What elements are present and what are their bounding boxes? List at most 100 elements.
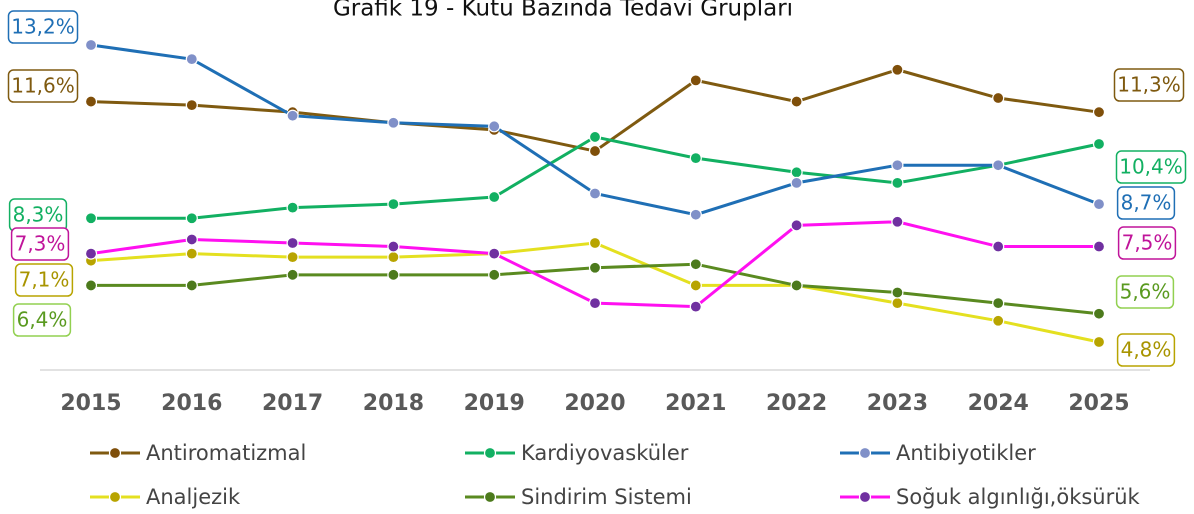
data-point xyxy=(286,236,299,250)
data-point xyxy=(992,159,1005,172)
data-point xyxy=(387,251,400,264)
data-point xyxy=(488,247,501,260)
data-label: 4,8% xyxy=(1121,338,1172,362)
legend-marker xyxy=(858,446,872,460)
data-point xyxy=(992,240,1005,253)
data-point xyxy=(588,236,602,250)
data-label-box xyxy=(1115,150,1187,184)
data-point xyxy=(286,109,299,122)
data-label-box xyxy=(1116,333,1176,367)
data-point xyxy=(588,297,602,310)
data-point xyxy=(84,279,98,292)
data-point xyxy=(1092,335,1106,349)
legend-label: Antiromatizmal xyxy=(146,441,306,465)
legend-label: Antibiyotikler xyxy=(896,441,1036,465)
data-label-box xyxy=(12,303,72,337)
data-label: 8,7% xyxy=(1121,191,1172,215)
data-point xyxy=(1092,198,1106,211)
legend-label: Analjezik xyxy=(146,485,241,509)
data-point xyxy=(588,144,602,158)
data-point xyxy=(790,166,803,179)
data-point xyxy=(84,212,98,225)
x-tick-label: 2024 xyxy=(968,391,1029,416)
data-label-box xyxy=(1113,68,1185,102)
data-point xyxy=(84,247,98,260)
data-point xyxy=(488,268,501,281)
legend-marker xyxy=(858,490,872,504)
x-tick-label: 2022 xyxy=(766,391,827,416)
data-point xyxy=(387,198,400,211)
data-point xyxy=(84,95,98,108)
data-point xyxy=(992,91,1005,105)
data-point xyxy=(1092,137,1106,151)
data-point xyxy=(689,300,702,313)
data-label-box xyxy=(14,263,74,297)
data-label: 7,3% xyxy=(15,232,66,256)
data-point xyxy=(689,279,702,292)
data-point xyxy=(588,261,602,274)
x-tick-label: 2023 xyxy=(867,391,928,416)
data-label-box xyxy=(7,69,79,103)
data-point xyxy=(891,63,904,76)
data-point xyxy=(891,297,904,310)
data-label: 11,3% xyxy=(1117,73,1181,97)
data-point xyxy=(689,74,702,87)
legend-label: Soğuk algınlığı,öksürük xyxy=(896,485,1141,509)
data-point xyxy=(1092,307,1106,320)
data-label: 11,6% xyxy=(11,74,75,98)
chart-title: Grafik 19 - Kutu Bazında Tedavi Grupları xyxy=(333,0,793,22)
data-point xyxy=(387,240,400,253)
x-tick-label: 2018 xyxy=(363,391,424,416)
data-label-box xyxy=(1115,275,1175,309)
data-point xyxy=(185,53,198,66)
data-label-box xyxy=(1117,226,1177,260)
legend-label: Sindirim Sistemi xyxy=(521,485,692,509)
data-point xyxy=(891,176,904,189)
legend-label: Kardiyovasküler xyxy=(521,441,689,465)
data-label-box xyxy=(7,10,79,44)
x-tick-label: 2016 xyxy=(161,391,222,416)
data-point xyxy=(689,152,702,165)
data-label: 10,4% xyxy=(1119,155,1183,179)
data-point xyxy=(286,268,299,281)
data-point xyxy=(1092,106,1106,119)
data-label: 6,4% xyxy=(17,308,68,332)
data-point xyxy=(286,251,299,264)
data-point xyxy=(891,286,904,299)
data-point xyxy=(790,279,803,292)
x-tick-label: 2019 xyxy=(464,391,525,416)
data-point xyxy=(185,99,198,112)
data-point xyxy=(387,268,400,281)
data-point xyxy=(588,187,602,200)
data-label: 8,3% xyxy=(13,203,64,227)
data-point xyxy=(185,233,198,246)
data-point xyxy=(185,247,198,260)
data-point xyxy=(488,120,501,133)
data-point xyxy=(689,258,702,271)
legend-marker xyxy=(483,490,497,504)
data-point xyxy=(286,201,299,214)
legend-marker xyxy=(108,446,122,460)
data-point xyxy=(891,215,904,228)
x-tick-label: 2017 xyxy=(262,391,323,416)
data-label-box xyxy=(1116,186,1176,220)
data-label: 7,5% xyxy=(1122,231,1173,255)
data-point xyxy=(790,219,803,232)
data-point xyxy=(84,38,98,52)
data-point xyxy=(387,116,400,129)
data-point xyxy=(992,314,1005,327)
data-point xyxy=(488,190,501,204)
x-tick-label: 2015 xyxy=(60,391,121,416)
data-point xyxy=(588,130,602,144)
data-point xyxy=(185,212,198,225)
data-point xyxy=(689,208,702,221)
data-label: 7,1% xyxy=(19,268,70,292)
data-point xyxy=(1092,240,1106,253)
legend-marker xyxy=(483,446,497,460)
data-label: 5,6% xyxy=(1120,280,1171,304)
x-tick-label: 2021 xyxy=(665,391,726,416)
data-label-box xyxy=(10,227,70,261)
data-point xyxy=(790,95,803,108)
